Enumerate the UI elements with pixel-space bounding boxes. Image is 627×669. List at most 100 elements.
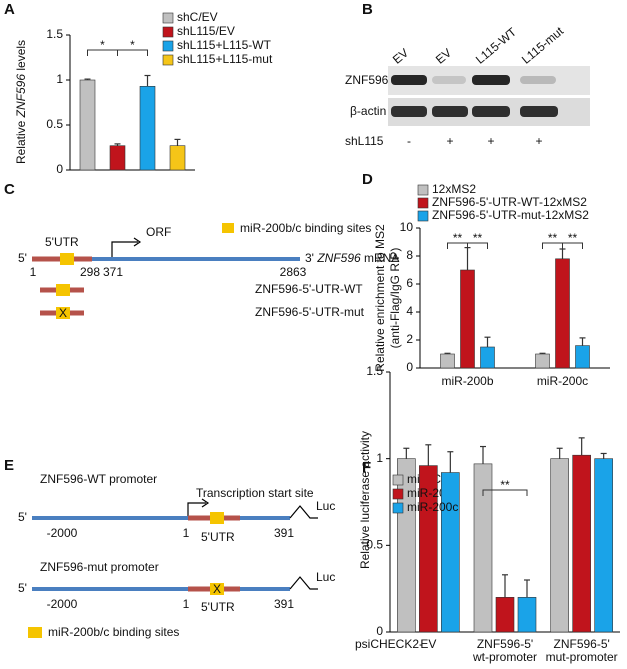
orf-label: ORF — [146, 225, 171, 239]
position: 1 — [30, 265, 37, 279]
y-tick-label: 4 — [406, 304, 413, 318]
construct-title: ZNF596-mut promoter — [40, 560, 159, 574]
significance-label: ** — [548, 231, 558, 245]
y-axis-label-part: levels — [14, 40, 28, 74]
legend-swatch — [417, 184, 429, 196]
tss-label: Transcription start site — [196, 486, 314, 500]
binding-site — [56, 307, 70, 319]
y-tick-label: 10 — [400, 220, 414, 234]
y-tick-label: 2 — [406, 332, 413, 346]
legend-label: miR-200b/c binding sites — [240, 221, 371, 235]
legend-swatch — [417, 197, 429, 209]
position: 391 — [274, 526, 294, 540]
significance-bracket — [562, 242, 583, 249]
x-prefix: psiCHECK2- — [355, 637, 423, 651]
y-tick-label: 0 — [56, 162, 63, 176]
construct-label: ZNF596-5'-UTR-mut — [255, 305, 365, 319]
reporter: Luc — [316, 570, 335, 584]
tss-arrow — [201, 498, 210, 508]
bar — [460, 269, 475, 369]
luc-junction — [289, 505, 318, 519]
y-axis-label: Relative enrichment to MS2 — [373, 224, 387, 372]
legend-swatch — [392, 488, 404, 500]
treatment-sign: - — [407, 134, 411, 148]
legend-swatch — [162, 54, 174, 66]
legend-label: shL115/EV — [177, 24, 235, 38]
y-axis-label-part: Relative — [14, 117, 28, 164]
position: 371 — [103, 265, 123, 279]
binding-site — [210, 583, 224, 595]
mrna-title: 3' ZNF596 mRNA — [305, 251, 399, 265]
y-axis-label: (anti-Flag/IgG RIP) — [388, 248, 402, 349]
five-prime: 5' — [18, 251, 27, 265]
band — [520, 76, 556, 84]
legend-swatch — [28, 627, 42, 638]
mutation: X — [213, 582, 221, 596]
bar — [594, 458, 613, 633]
position: -2000 — [47, 526, 78, 540]
x-tick-label: miR-200c — [537, 374, 588, 388]
bar-chart: 0 0.5 1 1.5 Relative luciferase activity miR-… — [355, 364, 620, 664]
gene: ZNF596 — [316, 251, 361, 265]
bar — [572, 454, 591, 633]
y-tick-label: 8 — [406, 248, 413, 262]
orf-arrow — [133, 237, 142, 247]
bar — [575, 345, 590, 369]
significance-label: ** — [500, 478, 510, 492]
x-tick-label: ZNF596-5' — [554, 637, 610, 651]
band — [472, 75, 510, 85]
x-tick-label: EV — [420, 637, 436, 651]
y-tick-label: 1.5 — [46, 27, 63, 41]
significance-bracket — [482, 489, 528, 496]
three-prime: 3' — [305, 251, 314, 265]
row-label: ZNF596 — [345, 73, 389, 87]
utr-label: 5'UTR — [45, 235, 79, 249]
legend-label: miR-200c — [407, 500, 458, 514]
legend-swatch — [222, 223, 234, 233]
utr-label: 5'UTR — [201, 530, 235, 544]
bar — [555, 258, 570, 369]
utr-label: 5'UTR — [201, 600, 235, 614]
tss-arrow — [187, 502, 206, 516]
position: 391 — [274, 597, 294, 611]
band — [432, 76, 466, 84]
band — [520, 106, 558, 117]
bar — [495, 597, 515, 633]
legend-label: ZNF596-5'-UTR-mut-12xMS2 — [432, 208, 589, 222]
bar — [535, 353, 550, 369]
western-blot: EV EV L115-WT L115-mut ZNF596 β-actin sh… — [345, 24, 590, 148]
position: 2863 — [280, 265, 307, 279]
panel-letters: A B C D E F — [4, 1, 373, 476]
legend-label: ZNF596-5'-UTR-WT-12xMS2 — [432, 195, 587, 209]
x-tick-label: miR-200b — [441, 374, 493, 388]
legend-label: shL115+L115-mut — [177, 52, 273, 66]
y-axis-label: Relative luciferase activity — [358, 431, 372, 569]
mutation: X — [59, 306, 67, 320]
bar — [473, 463, 493, 633]
panel-label: E — [4, 457, 14, 474]
y-tick-label: 0 — [406, 360, 413, 374]
legend-swatch — [162, 40, 174, 52]
legend-swatch — [162, 12, 174, 24]
five-prime: 5' — [18, 581, 27, 595]
panel-label: B — [362, 1, 373, 18]
legend-label: shL115+L115-WT — [177, 38, 272, 52]
x-tick-label: wt-promoter — [472, 650, 537, 664]
bar — [480, 346, 495, 369]
legend-swatch — [392, 474, 404, 486]
significance-bracket — [467, 242, 488, 249]
significance-label: ** — [453, 231, 463, 245]
legend-label: miR-200b/c binding sites — [48, 625, 179, 639]
band — [391, 75, 427, 85]
position: 1 — [183, 597, 190, 611]
legend-swatch — [417, 210, 429, 222]
binding-site — [60, 253, 74, 265]
band — [391, 106, 427, 117]
construct-label: ZNF596-5'-UTR-WT — [255, 282, 363, 296]
mrna-diagram: miR-200b/c binding sites ORF 5'UTR 5' 1 … — [18, 221, 399, 320]
significance-bracket — [117, 49, 148, 56]
significance-label: ** — [473, 231, 483, 245]
bar — [139, 86, 156, 171]
bar — [169, 145, 186, 171]
position: 1 — [183, 526, 190, 540]
